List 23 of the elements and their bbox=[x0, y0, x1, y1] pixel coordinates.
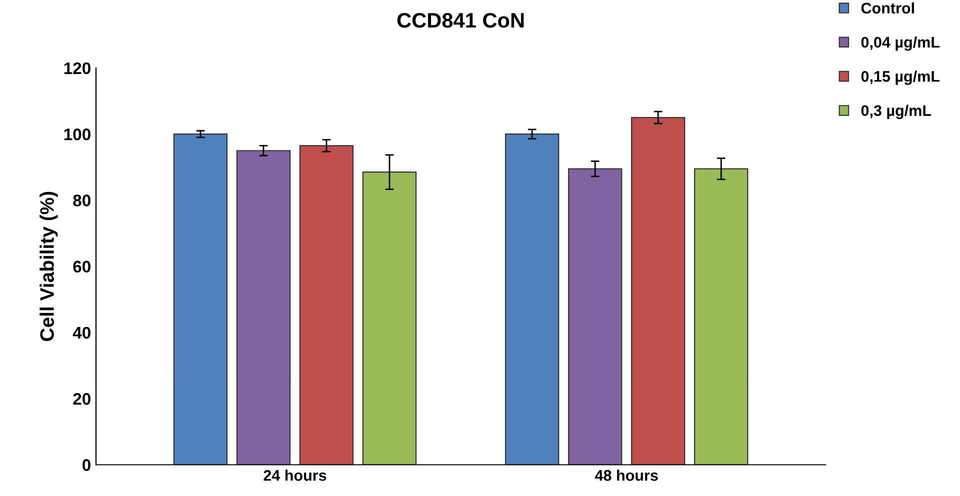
bar bbox=[236, 150, 291, 465]
legend-label: 0,3 µg/mL bbox=[861, 104, 932, 120]
legend-label: Control bbox=[861, 2, 914, 14]
y-tick-label: 80 bbox=[73, 194, 90, 206]
y-tick-label: 20 bbox=[73, 393, 90, 405]
bar bbox=[173, 134, 228, 465]
chart-title: CCD841 CoN bbox=[397, 12, 524, 28]
y-tick-label: 60 bbox=[73, 260, 90, 273]
y-tick-label: 100 bbox=[64, 128, 90, 140]
y-tick-label: 40 bbox=[72, 326, 90, 339]
bar bbox=[568, 168, 622, 465]
bar bbox=[362, 172, 417, 465]
bar bbox=[694, 168, 748, 465]
bar bbox=[299, 145, 354, 465]
y-tick-label: 0 bbox=[82, 459, 90, 471]
x-tick-label: 48 hours bbox=[595, 470, 658, 481]
bar bbox=[505, 134, 560, 465]
legend-label: 0,04 µg/mL bbox=[861, 36, 940, 51]
bar bbox=[631, 116, 686, 465]
y-axis-title: Cell Viability (%) bbox=[40, 192, 58, 342]
legend-label: 0,15 µg/mL bbox=[861, 70, 940, 85]
y-tick-label: 120 bbox=[64, 62, 90, 74]
x-tick-label: 24 hours bbox=[264, 470, 326, 481]
